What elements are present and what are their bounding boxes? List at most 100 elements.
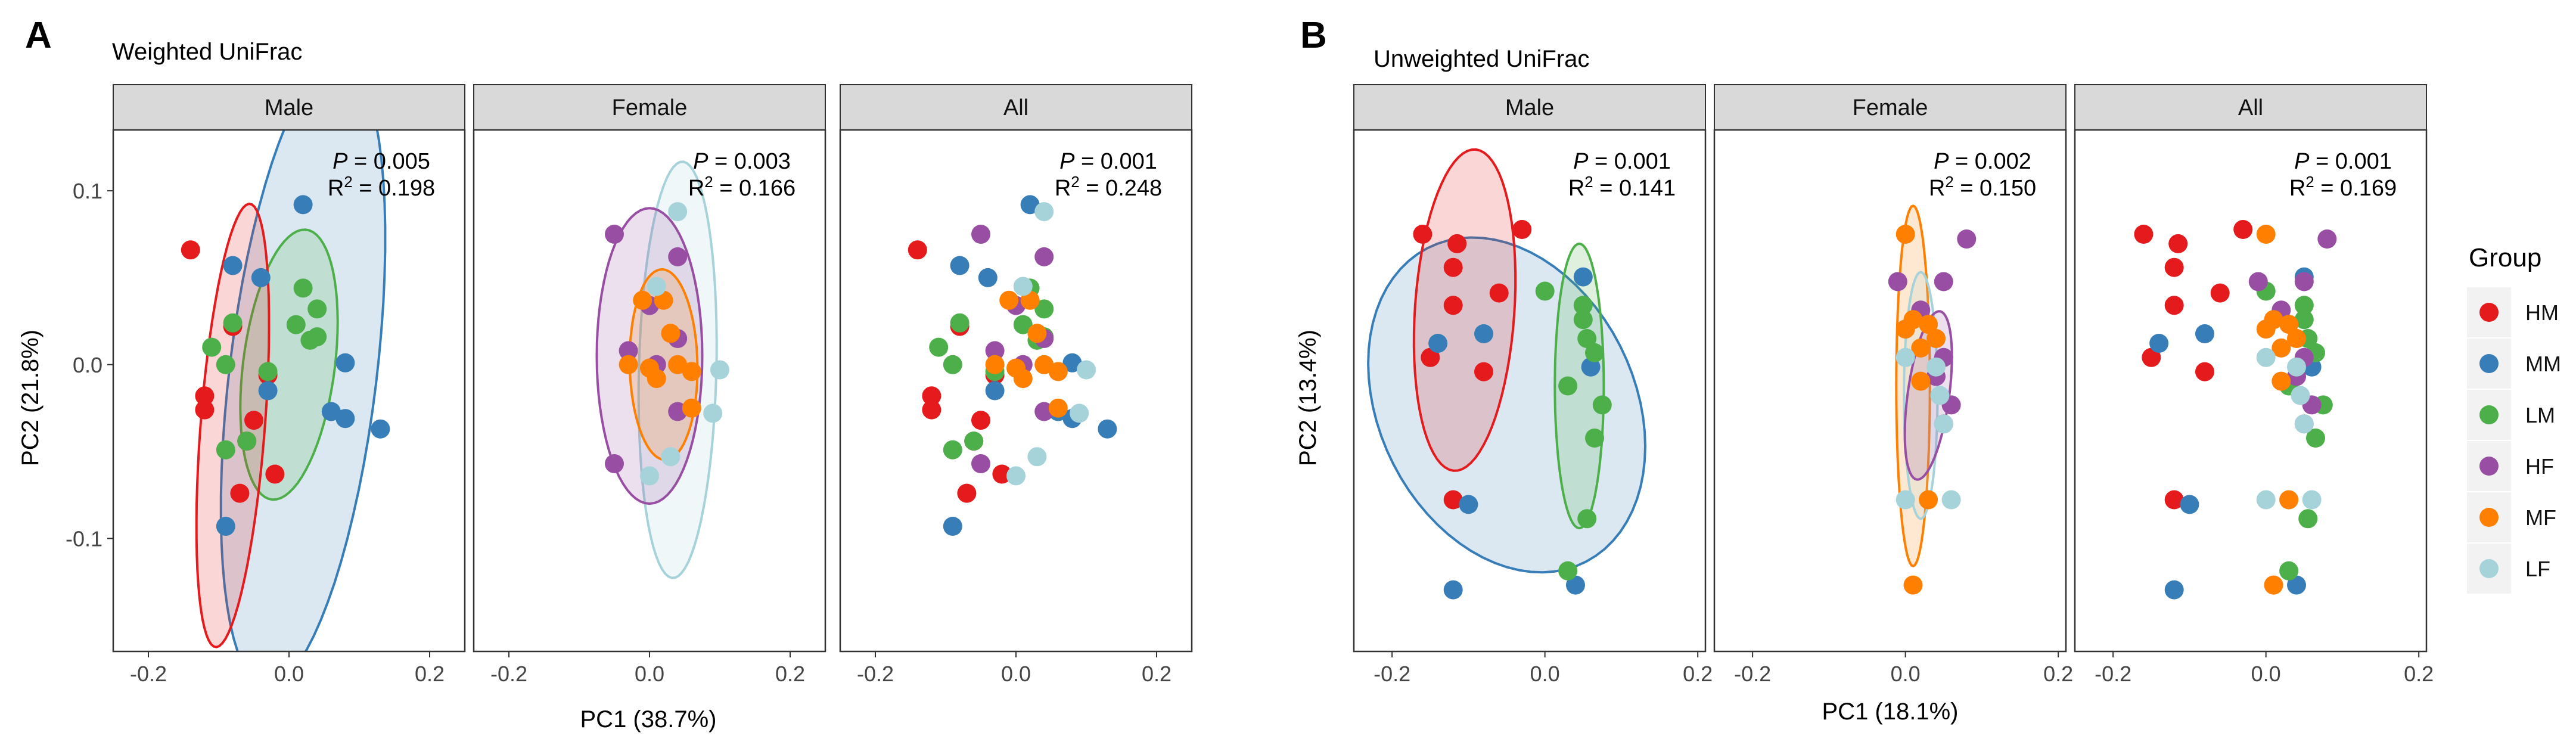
legend-label: MM [2525,352,2561,376]
point-lf [1034,202,1054,222]
legend-swatch-mf [2479,508,2499,527]
r2-symbol: R [1929,176,1945,201]
point-lm [2306,429,2325,448]
r2-value-text: R2 = 0.166 [688,173,796,201]
point-lm [237,432,257,451]
facet-strip-label: All [2238,95,2263,120]
point-lf [1941,490,1961,510]
point-hf [605,454,624,473]
x-tick-label: 0.0 [2251,662,2281,686]
legend-swatch-hf [2479,457,2499,476]
panel-title: Unweighted UniFrac [1374,46,1589,72]
p-value: = 0.001 [1588,149,1670,174]
point-hf [668,247,688,266]
legend-label: LM [2525,403,2555,427]
point-lf [1077,360,1096,380]
y-tick-label: -0.1 [66,526,102,551]
p-value: = 0.005 [347,149,430,174]
point-hf [1934,272,1953,291]
point-lm [1573,296,1593,315]
p-value-text: P = 0.003 [693,149,791,174]
p-value: = 0.002 [1949,149,2031,174]
point-mm [1443,580,1463,600]
point-lf [1926,357,1946,377]
plot-background [840,130,1192,651]
point-mf [1919,490,1938,510]
point-lm [307,299,327,319]
point-lm [293,278,313,298]
r2-superscript: 2 [344,173,352,191]
p-value-text: P = 0.001 [1059,149,1157,174]
point-mf [2264,575,2283,595]
group-legend: Group HM MM LM HF MF LF [2467,243,2561,594]
plot-area [908,195,1117,536]
r2-value: = 0.141 [1593,176,1676,201]
point-lm [950,313,970,333]
point-hm [181,240,200,260]
point-hm [1443,257,1463,277]
p-symbol: P [2294,149,2310,174]
point-mf [2256,225,2276,244]
point-lm [2294,296,2314,315]
p-value: = 0.001 [2309,149,2391,174]
facet-strip [1353,84,1706,131]
point-lm [2294,310,2314,330]
point-mf [1013,369,1033,389]
point-mf [2279,315,2299,334]
point-mf [2272,371,2291,391]
point-hm [265,464,285,484]
panel-a-weighted-unifrac: A Weighted UniFrac PC2 (21.8%) PC1 (38.7%) M… [17,15,1193,733]
point-hm [195,400,215,420]
point-mf [682,362,701,381]
point-lf [1934,414,1953,434]
point-lf [2302,490,2322,510]
r2-value: = 0.150 [1954,176,2036,201]
point-mm [1474,324,1493,343]
point-hm [1421,347,1440,367]
plot-area [181,130,390,651]
point-mm [1428,334,1448,353]
p-symbol: P [1934,149,1949,174]
x-tick-label: 0.2 [2404,662,2434,686]
point-hm [908,240,927,260]
point-hm [957,483,977,503]
point-lm [964,432,984,451]
point-hm [2168,234,2188,253]
point-lf [1896,347,1915,367]
point-lm [943,440,962,460]
legend-swatch-lf [2479,559,2499,578]
point-mf [1034,355,1054,374]
confidence-ellipse-hf [595,207,704,505]
point-hm [195,386,215,406]
point-lm [300,330,320,350]
point-lm [929,337,949,357]
point-mf [2279,490,2299,510]
point-lm [223,313,243,333]
point-lm [943,355,962,374]
point-mm [1566,575,1585,595]
point-lf [1896,490,1915,510]
point-lf [2287,357,2306,377]
plot-area [595,160,729,579]
point-lm [258,362,278,381]
point-lf [647,277,666,296]
point-mm [2195,324,2214,343]
point-hf [971,454,990,473]
point-lm [1558,561,1578,581]
r2-superscript: 2 [1071,173,1079,191]
point-mf [633,290,652,310]
point-lm [216,355,235,374]
point-lf [1027,447,1047,467]
plot-background [1354,130,1705,651]
r2-superscript: 2 [1584,173,1593,191]
plot-area [1367,148,1647,600]
point-mf [1911,338,1931,358]
r2-symbol: R [688,176,704,201]
y-axis-title: PC2 (21.8%) [17,330,43,466]
x-tick-label: -0.2 [857,662,894,686]
point-lm [202,337,222,357]
plot-background [1714,130,2066,651]
